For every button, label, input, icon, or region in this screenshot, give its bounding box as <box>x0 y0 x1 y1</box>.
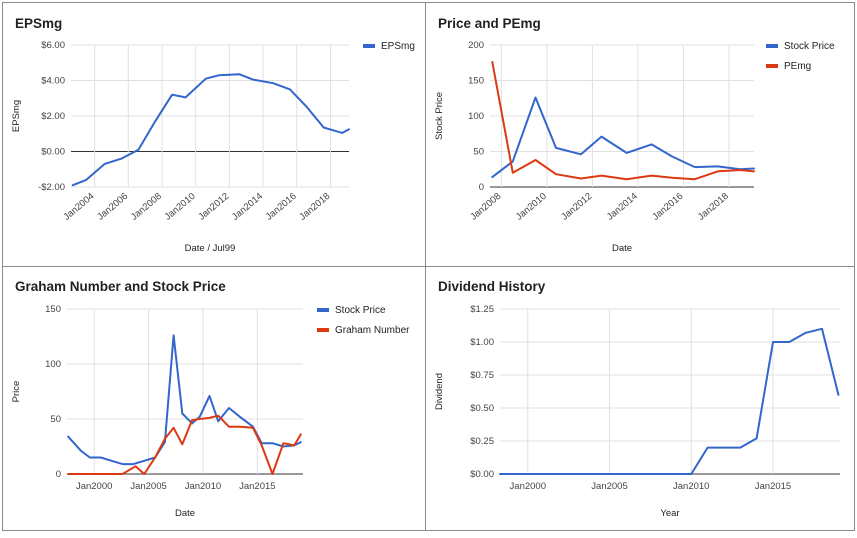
x-tick-label: Jan2008 <box>129 191 164 223</box>
legend-swatch <box>363 44 375 48</box>
chart-price-pemg: Price and PEmg 0 50 100 150 200 Jan2008 Jan2010… <box>434 16 835 254</box>
x-axis-label: Date <box>612 243 632 254</box>
x-tick-label: Jan2005 <box>591 481 627 492</box>
x-axis-label: Date / Jul99 <box>185 243 236 254</box>
chart-panel-dividend: Dividend History $0.00 $0.25 $0.50 $0.75 $1.0… <box>425 266 855 531</box>
x-tick-label: Jan2006 <box>95 191 130 223</box>
x-tick-label: Jan2012 <box>196 191 231 223</box>
y-axis-label: Dividend <box>434 373 445 410</box>
chart-panel-graham: Graham Number and Stock Price 0 50 100 150 Ja… <box>2 266 426 531</box>
chart-title: EPSmg <box>15 16 62 31</box>
y-tick-label: 200 <box>468 40 484 51</box>
y-tick-label: $6.00 <box>41 40 65 51</box>
series-line-stock-price <box>67 334 302 466</box>
y-tick-label: $0.00 <box>41 147 65 158</box>
x-tick-label: Jan2014 <box>230 191 265 223</box>
y-tick-label: $0.25 <box>470 436 494 447</box>
x-tick-label: Jan2008 <box>468 191 503 223</box>
y-tick-label: $0.50 <box>470 403 494 414</box>
legend-label: EPSmg <box>381 41 415 52</box>
y-tick-label: 150 <box>45 304 61 315</box>
x-tick-label: Jan2015 <box>239 481 275 492</box>
y-tick-label: $1.00 <box>470 337 494 348</box>
legend-swatch <box>766 44 778 48</box>
y-axis-label: Price <box>11 381 22 403</box>
legend-label: Stock Price <box>335 305 386 316</box>
y-tick-label: 100 <box>468 111 484 122</box>
y-tick-label: 50 <box>473 147 484 158</box>
chart-title: Graham Number and Stock Price <box>15 279 226 294</box>
y-axis-label: Stock Price <box>434 92 445 140</box>
x-tick-label: Jan2014 <box>605 191 640 223</box>
legend-label: Graham Number <box>335 325 410 336</box>
y-tick-label: $0.75 <box>470 370 494 381</box>
x-axis-label: Year <box>660 508 679 519</box>
chart-title: Price and PEmg <box>438 16 541 31</box>
chart-graham: Graham Number and Stock Price 0 50 100 150 Ja… <box>11 279 410 519</box>
y-tick-label: $2.00 <box>41 111 65 122</box>
y-tick-label: 100 <box>45 359 61 370</box>
y-tick-label: 0 <box>479 182 484 193</box>
legend-swatch <box>317 308 329 312</box>
x-tick-label: Jan2010 <box>163 191 198 223</box>
y-tick-label: 150 <box>468 76 484 87</box>
y-axis-label: EPSmg <box>11 100 22 132</box>
x-axis-label: Date <box>175 508 195 519</box>
x-tick-label: Jan2010 <box>514 191 549 223</box>
series-line-pemg <box>491 61 755 181</box>
chart-title: Dividend History <box>438 279 546 294</box>
chart-dividend: Dividend History $0.00 $0.25 $0.50 $0.75 $1.0… <box>434 279 840 519</box>
x-tick-label: Jan2016 <box>264 191 299 223</box>
series-line-dividend <box>499 327 840 475</box>
x-tick-label: Jan2010 <box>673 481 709 492</box>
chart-panel-price-pemg: Price and PEmg 0 50 100 150 200 Jan2008 Jan2010… <box>425 2 855 267</box>
x-tick-label: Jan2000 <box>76 481 112 492</box>
series-line-epsmg <box>71 73 350 187</box>
x-tick-label: Jan2018 <box>696 191 731 223</box>
x-tick-label: Jan2005 <box>130 481 166 492</box>
x-tick-label: Jan2012 <box>559 191 594 223</box>
series-line-graham-number <box>67 414 302 475</box>
chart-panel-epsmg: EPSmg -$2.00 $0.00 $2.00 $4.00 $6.00 Jan2004 Ja… <box>2 2 426 267</box>
x-tick-label: Jan2018 <box>297 191 332 223</box>
x-tick-label: Jan2015 <box>755 481 791 492</box>
legend-swatch <box>317 328 329 332</box>
legend-label: Stock Price <box>784 41 835 52</box>
x-tick-label: Jan2000 <box>510 481 546 492</box>
legend-swatch <box>766 64 778 68</box>
y-tick-label: 0 <box>56 469 61 480</box>
y-tick-label: $4.00 <box>41 76 65 87</box>
x-tick-label: Jan2016 <box>650 191 685 223</box>
legend-label: PEmg <box>784 61 811 72</box>
x-tick-label: Jan2004 <box>62 191 97 223</box>
chart-epsmg: EPSmg-$2.00$0.00$2.00$4.00$6.00Jan2004Ja… <box>11 16 415 254</box>
y-tick-label: $1.25 <box>470 304 494 315</box>
y-tick-label: 50 <box>50 414 61 425</box>
x-tick-label: Jan2010 <box>185 481 221 492</box>
y-tick-label: $0.00 <box>470 469 494 480</box>
y-tick-label: -$2.00 <box>38 182 65 193</box>
series-line-stock-price <box>491 96 755 179</box>
